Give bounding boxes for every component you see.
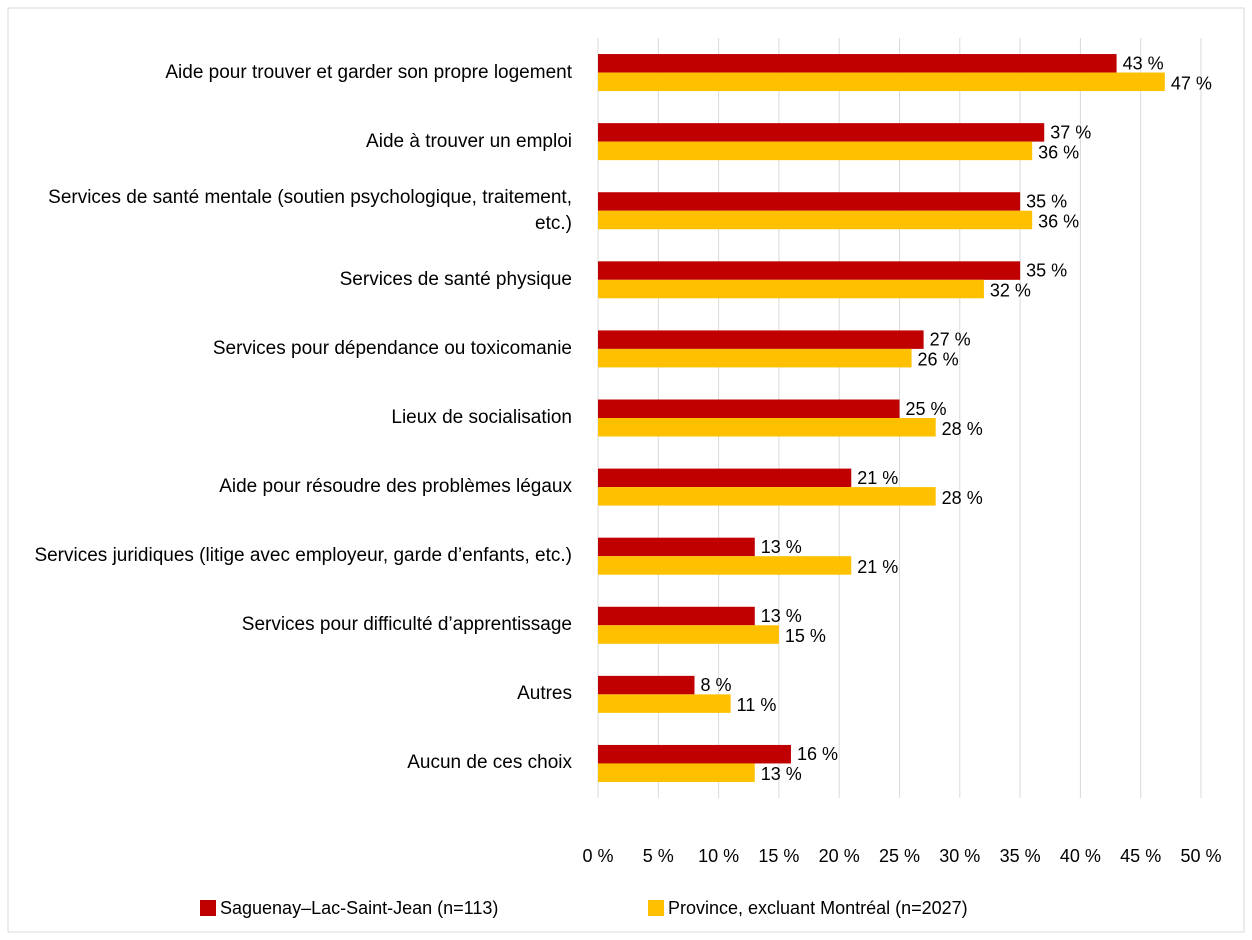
bar — [598, 487, 936, 506]
legend-label: Saguenay–Lac-Saint-Jean (n=113) — [220, 898, 498, 918]
value-label: 8 % — [700, 675, 731, 695]
bar — [598, 123, 1045, 142]
x-tick-label: 20 % — [819, 846, 860, 866]
bar — [598, 625, 779, 644]
bar — [598, 279, 984, 299]
value-label: 11 % — [737, 695, 777, 715]
category-label: Autres — [517, 683, 572, 705]
bar — [598, 606, 755, 626]
bar — [598, 694, 731, 713]
bar — [598, 261, 1021, 280]
x-tick-label: 25 % — [879, 846, 920, 866]
category-label: Aide pour trouver et garder son propre l… — [165, 61, 572, 83]
x-tick-label: 0 % — [582, 846, 613, 866]
value-label: 43 % — [1123, 53, 1164, 73]
value-label: 37 % — [1050, 122, 1091, 142]
legend-swatch — [648, 900, 664, 916]
bar — [598, 468, 852, 488]
value-label: 35 % — [1026, 191, 1067, 211]
x-tick-label: 30 % — [939, 846, 980, 866]
value-label: 25 % — [906, 399, 947, 419]
bar — [598, 744, 791, 764]
category-label: Aucun de ces choix — [407, 752, 572, 774]
value-label: 32 % — [990, 281, 1031, 301]
value-label: 26 % — [918, 350, 959, 370]
bar — [598, 763, 755, 782]
x-tick-label: 5 % — [643, 846, 674, 866]
category-label: Services juridiques (litige avec employe… — [34, 545, 572, 567]
value-label: 36 % — [1038, 142, 1079, 162]
x-tick-label: 40 % — [1060, 846, 1101, 866]
bar — [598, 675, 695, 695]
value-label: 13 % — [761, 606, 802, 626]
bar — [598, 141, 1033, 161]
bar — [598, 399, 900, 418]
bar — [598, 418, 936, 437]
value-label: 36 % — [1038, 211, 1079, 231]
category-label: Services de santé mentale (soutien psych… — [48, 186, 572, 234]
bar — [598, 192, 1021, 211]
category-label: Services de santé physique — [339, 268, 572, 290]
x-tick-label: 15 % — [758, 846, 799, 866]
value-label: 35 % — [1026, 261, 1067, 281]
value-label: 13 % — [761, 537, 802, 557]
category-label: Aide à trouver un emploi — [366, 130, 572, 152]
chart-border — [7, 7, 1245, 933]
category-label: Services pour difficulté d’apprentissage — [241, 614, 572, 636]
category-label: Aide pour résoudre des problèmes légaux — [219, 476, 572, 498]
bar — [598, 556, 852, 575]
bar — [598, 348, 912, 368]
value-label: 16 % — [797, 744, 838, 764]
value-label: 21 % — [857, 557, 898, 577]
category-label: Services pour dépendance ou toxicomanie — [212, 337, 572, 359]
value-label: 28 % — [942, 488, 983, 508]
x-tick-label: 10 % — [698, 846, 739, 866]
value-label: 47 % — [1171, 73, 1212, 93]
value-label: 15 % — [785, 626, 826, 646]
value-label: 13 % — [761, 764, 802, 784]
bar — [598, 54, 1117, 73]
bar — [598, 72, 1165, 92]
value-label: 27 % — [930, 330, 971, 350]
bar — [598, 537, 755, 557]
value-label: 28 % — [942, 419, 983, 439]
value-label: 21 % — [857, 468, 898, 488]
x-tick-label: 50 % — [1180, 846, 1221, 866]
legend-label: Province, excluant Montréal (n=2027) — [668, 898, 968, 918]
category-label: Lieux de socialisation — [391, 406, 572, 428]
bar — [598, 330, 924, 349]
x-tick-label: 45 % — [1120, 846, 1161, 866]
legend-swatch — [200, 900, 216, 916]
x-tick-label: 35 % — [1000, 846, 1041, 866]
bar — [598, 210, 1033, 230]
